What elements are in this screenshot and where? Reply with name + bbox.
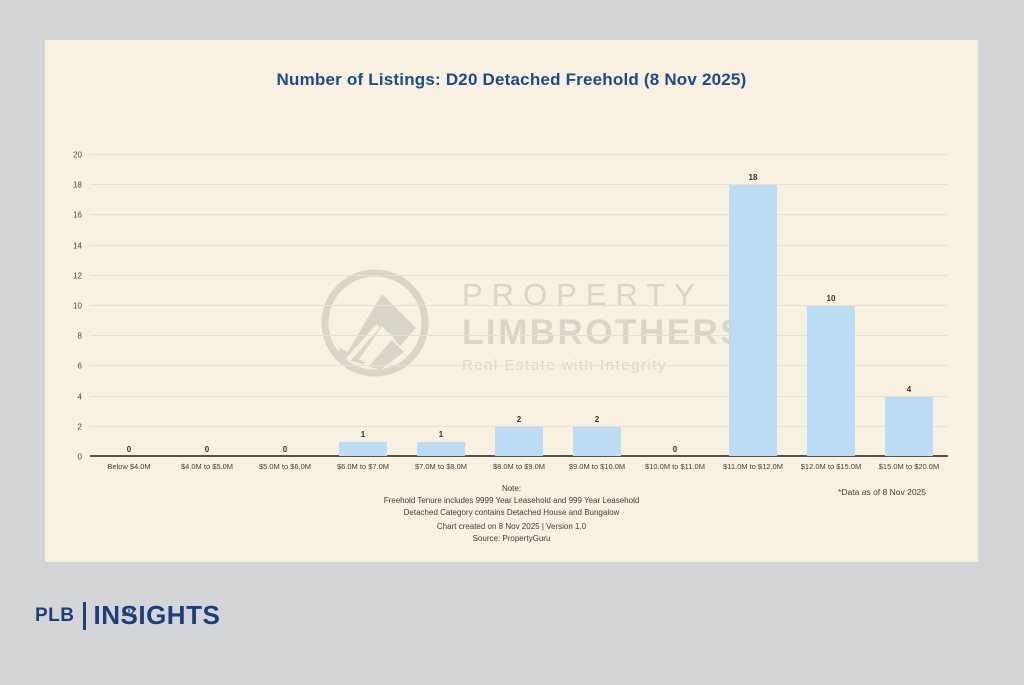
insights-s: S [120, 600, 139, 630]
gridline [90, 244, 948, 246]
data-as-of-note: *Data as of 8 Nov 2025 [838, 487, 926, 497]
x-tick-label: $6.0M to $7.0M [336, 462, 390, 471]
bar-value-label: 18 [748, 173, 758, 183]
gridline [90, 184, 948, 186]
x-axis-line [90, 455, 948, 457]
insights-prefix: IN [93, 600, 121, 630]
note-line: Chart created on 8 Nov 2025 | Version 1.… [436, 522, 587, 531]
chart-title: Number of Listings: D20 Detached Freehol… [276, 70, 747, 89]
x-tick-label: Below $4.0M [107, 462, 151, 471]
insights-suffix: IGHTS [138, 600, 221, 630]
gridline [90, 395, 948, 397]
x-tick-label: $8.0M to $9.0M [492, 462, 546, 471]
y-tick-label: 4 [77, 392, 82, 402]
x-tick-label: $4.0M to $5.0M [180, 462, 234, 471]
bar-value-label: 0 [204, 445, 210, 454]
note-line: Source: PropertyGuru [472, 534, 551, 543]
bar-value-label: 1 [360, 429, 366, 439]
bar [417, 441, 465, 456]
bar [807, 306, 855, 456]
y-tick-label: 6 [77, 361, 82, 371]
x-axis: Below $4.0M $4.0M to $5.0M $5.0M to $6.0M $… [90, 462, 948, 471]
bar [885, 396, 933, 456]
y-tick-label: 14 [73, 241, 82, 251]
gridline [90, 335, 948, 337]
x-tick-label: $11.0M to $12.0M [723, 462, 783, 471]
bar-value-label: 0 [282, 445, 288, 454]
gridline [90, 154, 948, 155]
x-tick-label: $5.0M to $6.0M [258, 462, 312, 471]
plb-insights-logo: PLB IN S IGHTS [35, 600, 220, 631]
y-tick-label: 10 [73, 301, 82, 311]
gridline [90, 425, 948, 427]
note-block: Note: Freehold Tenure includes 9999 Year… [45, 483, 978, 545]
y-tick-label: 12 [73, 271, 82, 281]
bar-value-label: 1 [438, 429, 444, 439]
bar-value-label: 0 [126, 445, 132, 454]
note-line: Freehold Tenure includes 9999 Year Lease… [383, 496, 640, 505]
bar [495, 426, 543, 456]
y-tick-label: 18 [73, 180, 82, 190]
insights-s-with-bulb: S [121, 600, 139, 631]
plb-logo-text: PLB [35, 604, 75, 626]
gridline [90, 214, 948, 216]
y-tick-label: 2 [77, 422, 82, 432]
lightbulb-rays-icon [122, 593, 137, 624]
bar [729, 185, 777, 456]
bar-value-label: 2 [594, 414, 600, 424]
gridline [90, 274, 948, 276]
note-line: Detached Category contains Detached Hous… [403, 508, 620, 517]
x-tick-label: $7.0M to $8.0M [414, 462, 468, 471]
logo-divider [82, 601, 86, 630]
bar-value-label: 0 [672, 445, 678, 454]
x-tick-label: $10.0M to $11.0M [645, 462, 705, 471]
y-tick-label: 16 [73, 210, 82, 220]
bar-chart: 0 2 4 6 8 10 12 14 16 18 20 0 0 0 1 1 2 2 0 18 10 4 Below $4.… [73, 151, 948, 471]
y-tick-label: 20 [73, 150, 82, 160]
note-heading: Note: [501, 484, 522, 493]
gridline [90, 365, 948, 367]
y-tick-label: 0 [77, 452, 82, 462]
x-tick-label: $12.0M to $15.0M [800, 462, 862, 471]
x-tick-label: $9.0M to $10.0M [568, 462, 626, 471]
bar-value-label: 4 [906, 384, 912, 394]
gridline [90, 305, 948, 306]
chart-card: Number of Listings: D20 Detached Freehol… [45, 40, 978, 562]
x-tick-label: $15.0M to $20.0M [878, 462, 940, 471]
insights-logo-text: IN S IGHTS [94, 600, 221, 631]
bar-value-label: 2 [516, 414, 522, 424]
bar-value-label: 10 [826, 294, 836, 303]
bar [339, 441, 387, 456]
y-tick-label: 8 [77, 331, 82, 341]
bar [572, 426, 621, 456]
plot-area: 0 2 4 6 8 10 12 14 16 18 20 0 0 0 1 1 2 2 0 18 10 4 [73, 151, 948, 462]
